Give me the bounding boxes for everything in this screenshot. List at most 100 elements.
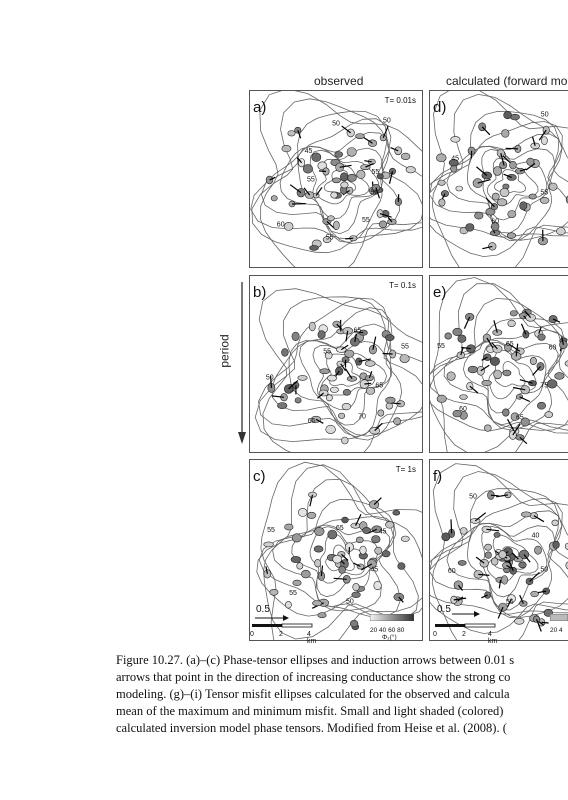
induction-arrow <box>481 356 488 361</box>
induction-arrow <box>373 497 382 506</box>
phase-tensor-ellipse <box>519 600 528 607</box>
km-bar-icon <box>435 623 496 628</box>
induction-arrow <box>382 126 389 139</box>
phase-tensor-ellipse <box>338 412 346 419</box>
phase-tensor-ellipse <box>302 164 313 174</box>
panel-b: 65 70 65 50 55 65 55 b) T= 0.1s <box>249 275 423 453</box>
phase-tensor-ellipse <box>296 562 304 570</box>
panel-f: 50 55 60 50 40 f) <box>429 459 568 641</box>
contour-line <box>430 297 568 434</box>
phase-tensor-ellipse <box>341 516 349 524</box>
contour-line <box>325 544 355 572</box>
phase-tensor-ellipse <box>510 412 520 421</box>
contour-line <box>288 323 392 438</box>
phase-tensor-ellipse <box>339 172 349 182</box>
phase-tensor-ellipse <box>373 580 382 591</box>
phase-tensor-ellipse <box>393 417 401 425</box>
phase-tensor-ellipse <box>356 536 364 544</box>
induction-arrow <box>318 170 327 173</box>
phase-tensor-ellipse <box>506 174 517 181</box>
phase-tensor-ellipse <box>324 351 333 360</box>
phase-tensor-ellipse <box>333 220 340 231</box>
phase-tensor-ellipse <box>327 374 337 382</box>
phase-tensor-ellipse <box>476 366 485 376</box>
contour-label: 60 <box>549 345 557 352</box>
induction-arrow <box>450 519 453 534</box>
contour-label: 40 <box>532 532 540 539</box>
phase-tensor-ellipse <box>290 556 302 563</box>
induction-arrow <box>552 318 561 323</box>
phase-tensor-ellipse <box>364 360 376 367</box>
phase-tensor-ellipse <box>484 591 491 599</box>
phase-tensor-ellipse <box>338 565 346 574</box>
phase-tensor-ellipse <box>277 402 288 410</box>
induction-arrow <box>460 347 464 356</box>
phase-tensor-ellipse <box>501 129 510 138</box>
contour-label: 55 <box>289 590 297 597</box>
phase-tensor-ellipse <box>294 397 302 404</box>
colorbar-right: 20 4 <box>549 608 568 634</box>
phase-tensor-ellipse <box>539 197 550 204</box>
phase-tensor-ellipse <box>281 144 292 153</box>
contour-line <box>297 145 384 235</box>
phase-tensor-ellipse <box>371 183 381 192</box>
caption-line: mean of the maximum and minimum misfit. … <box>116 704 504 718</box>
phase-tensor-ellipse <box>330 386 339 393</box>
induction-arrow <box>354 513 362 526</box>
panel-label: f) <box>433 468 443 485</box>
phase-tensor-ellipse <box>457 560 467 566</box>
induction-arrow <box>515 343 519 357</box>
phase-tensor-ellipse <box>347 173 357 182</box>
contour-line <box>430 488 568 615</box>
induction-arrow <box>529 571 540 582</box>
induction-arrow <box>469 385 479 394</box>
phase-tensor-ellipse <box>498 550 507 559</box>
phase-tensor-ellipse <box>484 551 492 559</box>
phase-tensor-ellipse <box>327 529 338 540</box>
contour-label: 50 <box>469 493 477 500</box>
contour-label: 65 <box>354 328 362 335</box>
phase-tensor-ellipse <box>385 334 395 341</box>
phase-tensor-ellipse <box>311 152 322 162</box>
phase-tensor-ellipse <box>496 198 508 207</box>
contour-label: 55 <box>307 177 315 184</box>
contour-line <box>430 283 568 452</box>
contour-label: 45 <box>305 148 313 155</box>
contour-label: 75 <box>540 383 548 390</box>
phase-tensor-ellipse <box>314 527 325 536</box>
contour-label: 50 <box>540 567 548 574</box>
induction-arrow <box>368 528 378 534</box>
induction-arrow <box>478 573 490 576</box>
phase-tensor-ellipse <box>530 142 540 149</box>
contour-label: 50 <box>383 118 391 125</box>
contour-label: 65 <box>336 525 344 532</box>
phase-tensor-ellipse <box>507 319 516 328</box>
phase-tensor-ellipse <box>371 535 381 544</box>
arrow-scale-label: 0.5 <box>437 604 451 615</box>
contour-label: 55 <box>506 599 514 606</box>
km-tick: 2 <box>462 631 466 638</box>
phase-tensor-ellipse <box>351 591 361 599</box>
phase-tensor-ellipse <box>325 424 336 434</box>
phase-tensor-ellipse <box>269 589 279 596</box>
phase-tensor-ellipse <box>344 349 355 358</box>
contour-line <box>446 510 563 619</box>
phase-tensor-ellipse <box>281 348 289 357</box>
colorbar-gradient-icon <box>549 613 568 622</box>
phase-tensor-ellipse <box>491 192 500 201</box>
phase-tensor-ellipse <box>317 330 326 339</box>
colorbar-label: Φ₂(°) <box>382 634 397 641</box>
arrow-scale-label: 0.5 <box>256 604 270 615</box>
induction-arrow <box>388 171 394 184</box>
induction-arrow <box>512 423 521 436</box>
contour-label: 55 <box>372 169 380 176</box>
phase-tensor-ellipse <box>528 193 537 200</box>
induction-arrow <box>535 618 542 632</box>
induction-arrow <box>315 418 324 424</box>
phase-tensor-ellipse <box>503 111 512 120</box>
induction-arrow <box>476 166 488 176</box>
contour-label: 70 <box>358 413 366 420</box>
phase-tensor-ellipse <box>548 182 558 191</box>
phase-tensor-ellipse <box>393 592 405 602</box>
